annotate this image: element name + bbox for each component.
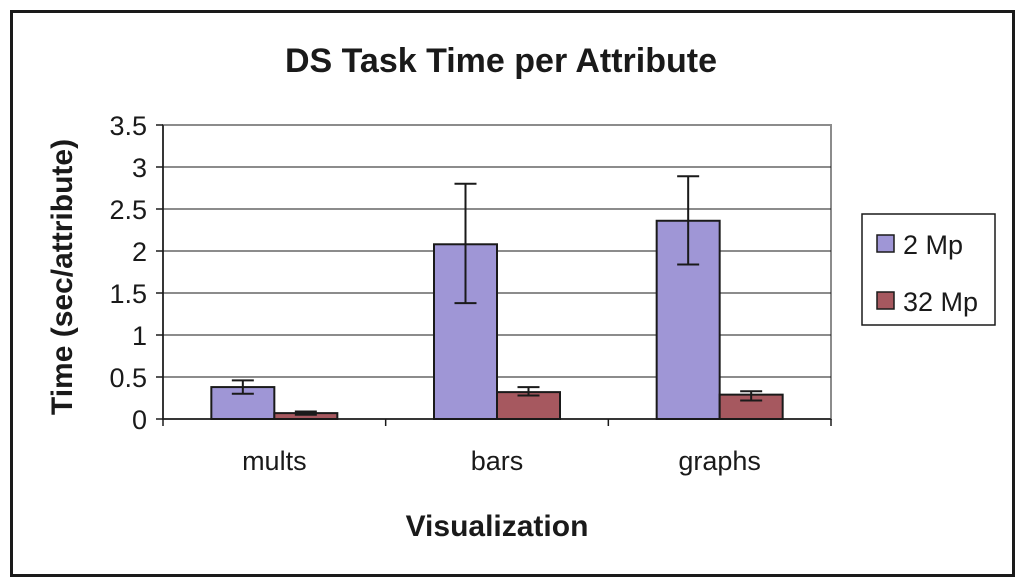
x-tick-label: bars <box>471 446 524 476</box>
legend: 2 Mp 32 Mp <box>861 213 996 326</box>
x-axis-title: Visualization <box>406 510 589 543</box>
axes: 0 0.5 1 1.5 2 2.5 3 3.5 mults bars graphs <box>109 111 832 476</box>
bars <box>210 219 784 421</box>
y-tick-label: 1 <box>132 321 147 351</box>
error-bars <box>231 175 763 416</box>
y-tick-label: 3.5 <box>109 111 147 141</box>
legend-swatch <box>876 234 895 253</box>
y-tick-label: 0 <box>132 405 147 435</box>
legend-label: 2 Mp <box>903 230 963 260</box>
chart-title: DS Task Time per Attribute <box>285 42 717 80</box>
x-tick-label: graphs <box>678 446 761 476</box>
y-tick-label: 2.5 <box>109 195 147 225</box>
y-axis-title: Time (sec/attribute) <box>46 139 79 415</box>
y-tick-label: 0.5 <box>109 363 147 393</box>
y-tick-label: 1.5 <box>109 279 147 309</box>
x-tick-label: mults <box>242 446 307 476</box>
y-tick-label: 3 <box>132 153 147 183</box>
y-tick-label: 2 <box>132 237 147 267</box>
legend-swatch <box>876 291 895 310</box>
legend-label: 32 Mp <box>903 287 978 317</box>
